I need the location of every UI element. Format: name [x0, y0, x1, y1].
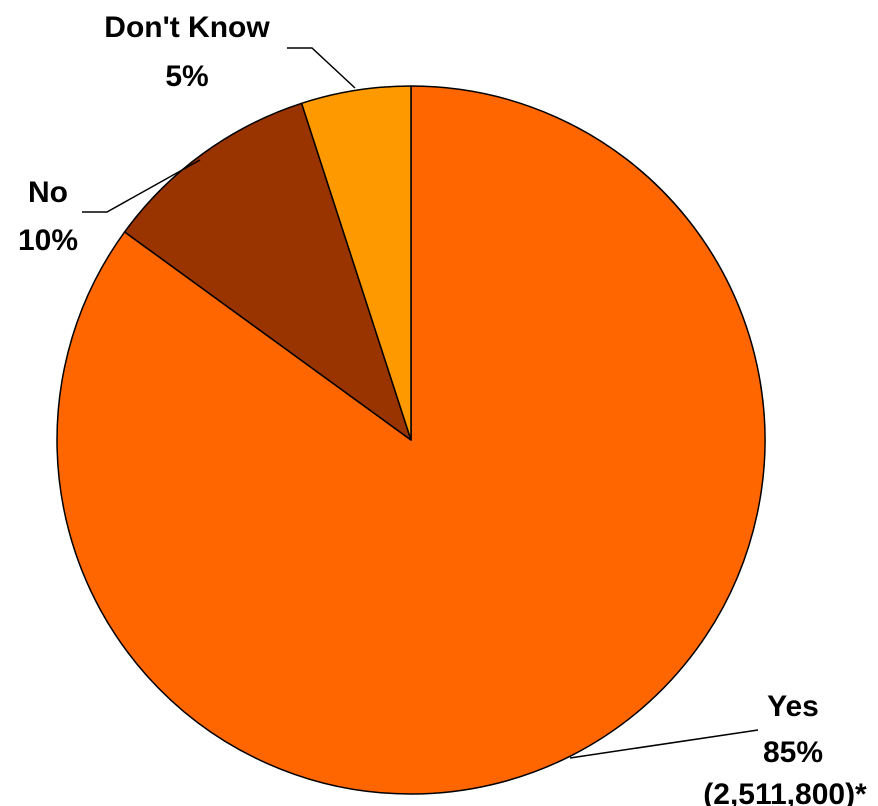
leader-line-dont-know [287, 47, 356, 89]
pie-slice-don-t-know [300, 85, 412, 441]
pie-slice-no [123, 102, 412, 441]
slice-label-dont-know: Don't Know [104, 11, 270, 44]
leader-lines [82, 47, 759, 759]
leader-line-no [82, 159, 201, 213]
slice-extra-yes: (2,511,800)* [703, 778, 867, 806]
leader-line-yes [569, 729, 759, 759]
slice-label-yes: Yes [767, 690, 819, 723]
slice-value-dont-know: 5% [165, 60, 208, 93]
slice-value-no: 10% [18, 224, 78, 257]
pie-slices [56, 85, 766, 795]
slice-value-yes: 85% [763, 736, 823, 769]
slice-label-no: No [28, 176, 68, 209]
